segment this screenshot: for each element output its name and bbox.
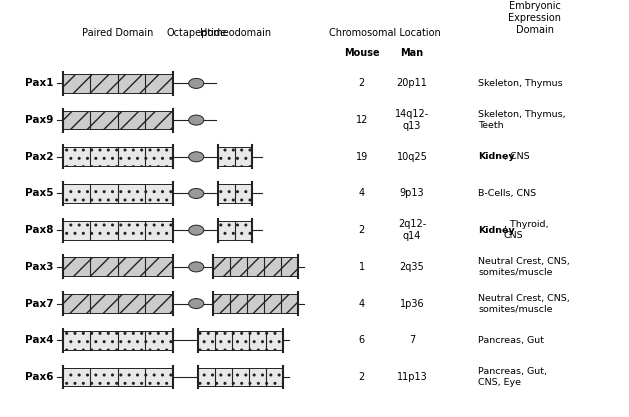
Text: Embryonic
Expression
Domain: Embryonic Expression Domain <box>508 1 561 35</box>
Bar <box>63 368 173 386</box>
Text: Chromosomal Location: Chromosomal Location <box>329 28 441 38</box>
Bar <box>63 221 173 239</box>
Text: Pax4: Pax4 <box>25 335 53 345</box>
Circle shape <box>189 78 204 88</box>
Bar <box>213 257 298 276</box>
Bar <box>63 331 173 349</box>
Bar <box>198 368 283 386</box>
Text: 19: 19 <box>355 152 368 162</box>
Text: Pax3: Pax3 <box>25 262 53 272</box>
Text: 4: 4 <box>359 188 365 198</box>
Text: 12: 12 <box>355 115 368 125</box>
Text: Pax8: Pax8 <box>25 225 53 235</box>
Bar <box>198 331 283 349</box>
Text: 2q35: 2q35 <box>399 262 425 272</box>
Text: , CNS: , CNS <box>504 152 530 161</box>
Text: B-Cells, CNS: B-Cells, CNS <box>478 189 536 198</box>
Text: Pancreas, Gut: Pancreas, Gut <box>478 336 544 345</box>
Text: 2: 2 <box>359 225 365 235</box>
Text: Pax7: Pax7 <box>25 299 53 309</box>
Circle shape <box>189 115 204 125</box>
Circle shape <box>189 299 204 309</box>
Text: 2: 2 <box>359 372 365 382</box>
Text: 11p13: 11p13 <box>397 372 427 382</box>
Text: Kidney: Kidney <box>478 226 515 235</box>
Text: 1: 1 <box>359 262 365 272</box>
Bar <box>63 257 173 276</box>
Bar <box>63 147 173 166</box>
Text: 14q12-
q13: 14q12- q13 <box>395 109 429 131</box>
Text: Pancreas, Gut,
CNS, Eye: Pancreas, Gut, CNS, Eye <box>478 367 547 387</box>
Text: Pax2: Pax2 <box>25 152 53 162</box>
Bar <box>63 184 173 203</box>
Circle shape <box>189 225 204 235</box>
Text: Octapeptide: Octapeptide <box>166 28 226 38</box>
Bar <box>63 74 173 93</box>
Text: Neutral Crest, CNS,
somites/muscle: Neutral Crest, CNS, somites/muscle <box>478 257 570 276</box>
Text: Mouse: Mouse <box>344 48 379 58</box>
Text: Paired Domain: Paired Domain <box>82 28 153 38</box>
Text: 6: 6 <box>359 335 365 345</box>
Text: Skeleton, Thymus: Skeleton, Thymus <box>478 79 563 88</box>
Text: Pax1: Pax1 <box>25 78 53 88</box>
Text: 4: 4 <box>359 299 365 309</box>
Text: Pax9: Pax9 <box>25 115 53 125</box>
Text: 2q12-
q14: 2q12- q14 <box>398 219 426 241</box>
Text: 7: 7 <box>409 335 415 345</box>
Bar <box>218 184 252 203</box>
Text: Skeleton, Thymus,
Teeth: Skeleton, Thymus, Teeth <box>478 111 565 130</box>
Text: 9p13: 9p13 <box>399 188 425 198</box>
Circle shape <box>189 262 204 272</box>
Text: Man: Man <box>401 48 423 58</box>
Text: 2: 2 <box>359 78 365 88</box>
Bar <box>218 221 252 239</box>
Text: 1p36: 1p36 <box>399 299 425 309</box>
Circle shape <box>189 188 204 198</box>
Text: Homeodomain: Homeodomain <box>200 28 272 38</box>
Text: 20p11: 20p11 <box>396 78 428 88</box>
Text: Neutral Crest, CNS,
somites/muscle: Neutral Crest, CNS, somites/muscle <box>478 294 570 313</box>
Text: , Thyroid,
CNS: , Thyroid, CNS <box>504 221 548 240</box>
Text: Kidney: Kidney <box>478 152 515 161</box>
Circle shape <box>189 152 204 162</box>
Bar <box>213 294 298 313</box>
Text: 10q25: 10q25 <box>396 152 428 162</box>
Bar <box>63 111 173 129</box>
Bar <box>218 147 252 166</box>
Bar <box>63 294 173 313</box>
Text: Pax6: Pax6 <box>25 372 53 382</box>
Text: Pax5: Pax5 <box>25 188 53 198</box>
